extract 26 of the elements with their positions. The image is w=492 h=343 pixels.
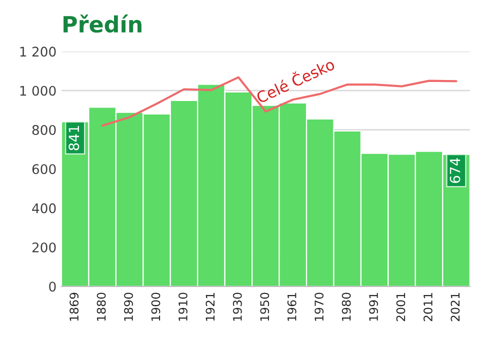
x-tick-label: 1961 — [287, 293, 296, 321]
x-tick-label: 1890 — [124, 292, 133, 321]
x-tick-label: 1880 — [96, 292, 106, 321]
x-tick-label: 2001 — [396, 293, 406, 322]
x-tick-label: 1921 — [206, 293, 215, 321]
text: Celé Česko — [254, 56, 336, 104]
x-tick-label: 1910 — [178, 292, 188, 321]
y-tick-label: 1 000 — [20, 86, 56, 96]
x-tick-label: 1980 — [342, 292, 351, 321]
y-tick-label: 600 — [32, 164, 56, 174]
x-tick-label: 1970 — [314, 292, 324, 321]
y-tick-label: 800 — [32, 124, 56, 135]
y-tick-label: 1 200 — [20, 46, 56, 57]
y-tick-label: 400 — [32, 203, 56, 214]
y-tick-label: 200 — [32, 242, 56, 252]
x-tick-label: 1930 — [232, 292, 242, 321]
x-tick-label: 2021 — [450, 293, 460, 322]
x-tick-label: 1900 — [151, 292, 160, 321]
y-tick-label: 0 — [49, 282, 56, 292]
x-tick-label: 1950 — [260, 292, 270, 321]
x-tick-label: 1991 — [369, 293, 378, 321]
data-label: 841 — [68, 126, 80, 150]
x-tick-label: 2011 — [424, 293, 432, 322]
data-label: 674 — [450, 158, 460, 183]
chart-title: Předín — [64, 14, 142, 33]
x-tick-label: 1869 — [70, 292, 79, 321]
